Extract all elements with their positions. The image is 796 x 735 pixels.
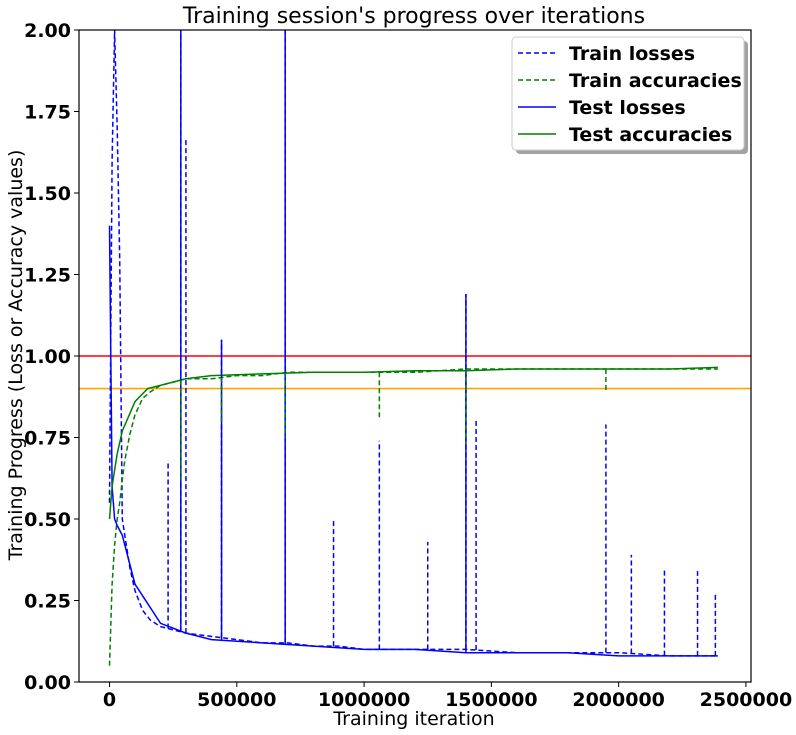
y-tick-label: 0.00: [24, 672, 71, 694]
y-tick-label: 1.75: [24, 102, 71, 124]
y-tick-label: 0.50: [24, 509, 71, 531]
y-tick-label: 0.25: [24, 591, 71, 613]
series-line: [108, 366, 718, 520]
x-axis-label: Training iteration: [332, 708, 494, 730]
plot-frame: [78, 29, 752, 683]
y-tick-label: 1.00: [24, 346, 71, 368]
legend-entry: Test losses: [569, 97, 686, 119]
axis-ticks: 0 500000 1000000 1500000 2000000 2500000 0.00 0…: [24, 20, 792, 711]
y-tick-label: 1.25: [24, 265, 71, 287]
y-tick-label: 1.50: [24, 183, 71, 205]
x-tick-label: 1000000: [318, 689, 411, 711]
legend-entry: Test accuracies: [569, 124, 732, 146]
y-tick-label: 2.00: [24, 20, 71, 42]
x-tick-label: 500000: [197, 689, 276, 711]
x-tick-label: 1500000: [445, 689, 538, 711]
x-tick-label: 0: [103, 689, 116, 711]
plot-area: [78, 29, 752, 683]
y-tick-label: 0.75: [24, 428, 71, 450]
x-tick-label: 2500000: [700, 689, 793, 711]
legend-box: [511, 36, 745, 151]
reference-lines: [79, 355, 751, 390]
series-line: [108, 368, 718, 666]
series-line: [108, 225, 718, 657]
y-axis-label: Training Progress (Loss or Accuracy valu…: [5, 150, 27, 562]
legend: Train losses Train accuracies Test losses T…: [511, 36, 748, 154]
series-line: [108, 29, 718, 657]
legend-entry: Train accuracies: [569, 70, 742, 92]
legend-entry: Train losses: [569, 43, 695, 65]
chart-title: Training session's progress over iterati…: [182, 4, 645, 29]
x-tick-label: 2000000: [572, 689, 665, 711]
